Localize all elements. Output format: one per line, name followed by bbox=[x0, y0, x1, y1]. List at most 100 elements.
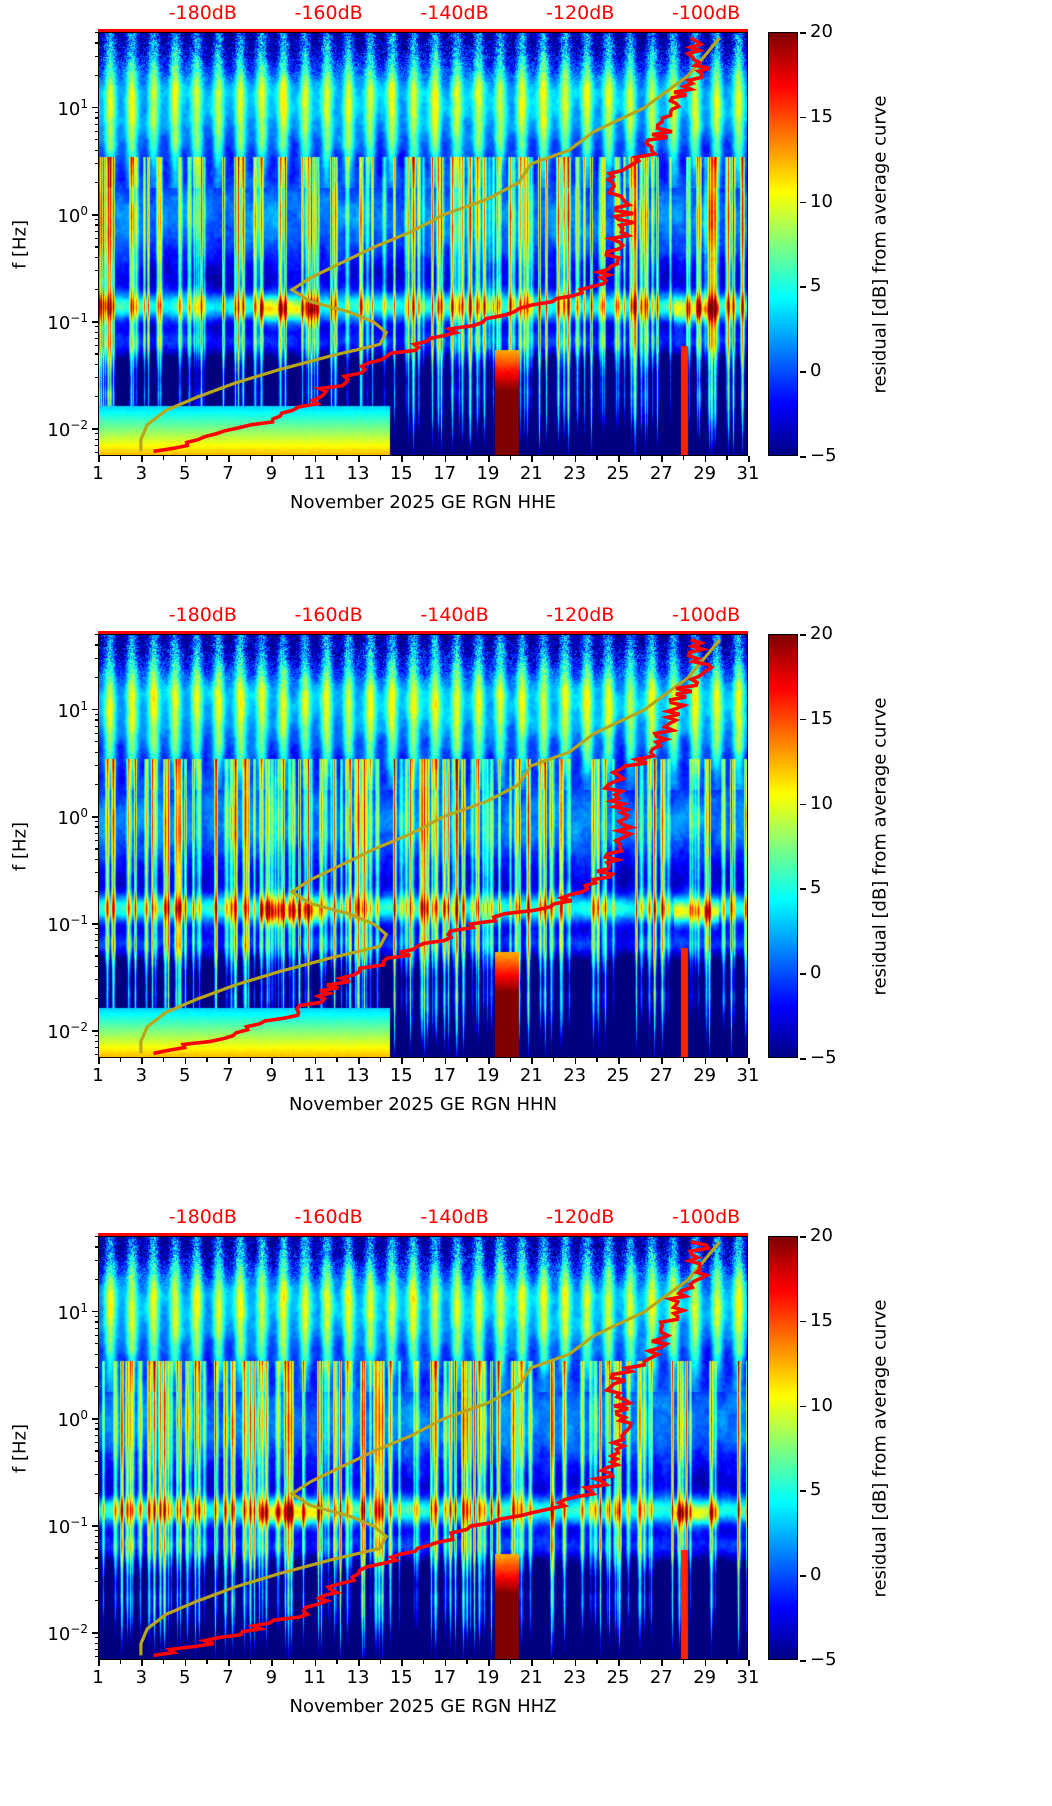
x-axis-tick bbox=[98, 456, 100, 462]
x-axis-minor-tick bbox=[423, 1660, 425, 1664]
y-axis-minor-tick bbox=[94, 939, 98, 942]
x-axis-tick bbox=[574, 1058, 577, 1064]
colorbar-label: 15 bbox=[810, 707, 833, 729]
y-axis-minor-tick bbox=[94, 452, 98, 454]
x-axis-tick bbox=[314, 1660, 317, 1666]
x-axis-tick bbox=[184, 1660, 187, 1666]
top-db-label: -160dB bbox=[294, 604, 363, 626]
colorbar-tick bbox=[800, 371, 806, 373]
colorbar-label: 10 bbox=[810, 1394, 833, 1416]
x-axis-minor-tick bbox=[336, 1660, 338, 1664]
x-axis-tick bbox=[704, 456, 707, 462]
y-axis-label: 100 bbox=[16, 804, 88, 828]
x-axis-label: 25 bbox=[606, 1065, 630, 1086]
top-db-label: -140dB bbox=[420, 2, 489, 24]
top-db-axis bbox=[98, 1233, 748, 1237]
x-axis-minor-tick bbox=[379, 1660, 382, 1664]
x-axis-tick bbox=[444, 1660, 447, 1666]
y-axis-minor-tick bbox=[94, 353, 98, 355]
x-axis-label: 29 bbox=[693, 1065, 717, 1086]
spectrogram-panel: -180dB -160dB -140dB -120dB -100dB 101 100 10−1… bbox=[0, 0, 1052, 576]
y-axis-label-mantissa: 10 bbox=[57, 808, 81, 829]
y-axis-label-exponent: −2 bbox=[70, 1622, 88, 1637]
y-axis-minor-tick bbox=[94, 634, 98, 636]
spectrogram-image bbox=[99, 33, 747, 455]
x-axis-label: 11 bbox=[303, 463, 327, 484]
x-axis-tick bbox=[358, 456, 360, 462]
colorbar-tick bbox=[800, 1660, 806, 1662]
top-db-label: -140dB bbox=[420, 1206, 489, 1228]
x-axis-tick bbox=[271, 1660, 273, 1666]
x-axis-minor-tick bbox=[293, 456, 295, 460]
psd-curve bbox=[153, 638, 715, 1056]
x-axis-label: 1 bbox=[92, 1065, 104, 1086]
y-axis-label: 10−2 bbox=[16, 1620, 88, 1644]
x-axis-label: 15 bbox=[389, 1667, 413, 1688]
x-axis-tick bbox=[748, 1058, 750, 1064]
x-axis-minor-tick bbox=[336, 1058, 338, 1062]
curve-overlay bbox=[139, 36, 721, 454]
y-axis-minor-tick bbox=[94, 1343, 98, 1345]
y-axis-minor-tick bbox=[94, 1353, 98, 1355]
x-axis-tick bbox=[488, 1660, 490, 1666]
x-axis-tick bbox=[661, 1058, 663, 1064]
colorbar-tick bbox=[800, 888, 806, 890]
y-axis-minor-tick bbox=[94, 55, 98, 58]
y-axis-tick bbox=[92, 106, 98, 109]
y-axis-title: f [Hz] bbox=[9, 821, 31, 872]
y-axis-label-mantissa: 10 bbox=[47, 313, 71, 335]
y-axis-label-mantissa: 10 bbox=[47, 1517, 71, 1539]
y-axis-minor-tick bbox=[94, 741, 98, 743]
noise-model-curve bbox=[139, 638, 721, 1054]
x-axis-tick bbox=[704, 1660, 707, 1666]
x-axis-tick bbox=[488, 1058, 490, 1064]
x-axis-tick bbox=[271, 456, 273, 462]
y-axis-minor-tick bbox=[94, 331, 98, 333]
y-axis-tick bbox=[92, 214, 98, 216]
x-axis-minor-tick bbox=[119, 1660, 122, 1664]
colorbar-label: 20 bbox=[810, 623, 833, 644]
y-axis-minor-tick bbox=[94, 657, 98, 660]
y-axis-minor-tick bbox=[94, 1441, 98, 1444]
curve-overlay bbox=[139, 1240, 721, 1658]
x-axis-label: 29 bbox=[693, 463, 717, 484]
y-axis-minor-tick bbox=[94, 1327, 98, 1329]
y-axis-minor-tick bbox=[94, 224, 98, 226]
y-axis-label-exponent: 1 bbox=[80, 698, 88, 713]
x-axis-title: November 2025 GE RGN HHN bbox=[288, 1094, 558, 1115]
x-axis-minor-tick bbox=[379, 456, 382, 460]
y-axis-minor-tick bbox=[94, 1474, 98, 1476]
y-axis-minor-tick bbox=[94, 1642, 98, 1644]
x-axis-tick bbox=[228, 456, 230, 462]
x-axis-minor-tick bbox=[119, 1058, 122, 1062]
x-axis-minor-tick bbox=[509, 1058, 512, 1062]
y-axis-label-exponent: −1 bbox=[70, 913, 88, 928]
x-axis-minor-tick bbox=[379, 1058, 382, 1062]
x-axis-minor-tick bbox=[596, 1058, 598, 1062]
x-axis-label: 5 bbox=[178, 1065, 191, 1086]
y-axis-minor-tick bbox=[94, 890, 98, 893]
y-axis-minor-tick bbox=[94, 326, 98, 328]
y-axis-label-mantissa: 10 bbox=[47, 1624, 71, 1646]
x-axis-minor-tick bbox=[249, 456, 252, 460]
y-axis-minor-tick bbox=[94, 1278, 98, 1280]
x-axis-label: 23 bbox=[563, 463, 587, 484]
y-axis-minor-tick bbox=[94, 230, 98, 232]
x-axis-label: 27 bbox=[649, 1667, 673, 1688]
x-axis-label: 11 bbox=[303, 1065, 327, 1086]
top-db-label: -120dB bbox=[546, 1206, 615, 1228]
y-axis-minor-tick bbox=[94, 218, 98, 221]
x-axis-label: 5 bbox=[178, 1667, 191, 1688]
x-axis-tick bbox=[531, 456, 533, 462]
colorbar-tick bbox=[800, 1236, 806, 1238]
y-axis-label-mantissa: 10 bbox=[47, 915, 71, 937]
x-axis-minor-tick bbox=[726, 1660, 728, 1664]
y-axis-label: 10−2 bbox=[16, 1018, 88, 1042]
y-axis-label-mantissa: 10 bbox=[57, 98, 81, 120]
x-axis-tick bbox=[531, 1660, 533, 1666]
x-axis-tick bbox=[358, 1660, 360, 1666]
x-axis-minor-tick bbox=[639, 1660, 642, 1664]
colorbar bbox=[768, 1236, 798, 1660]
colorbar-title: residual [dB] from average curve bbox=[869, 697, 891, 996]
noise-model-curve bbox=[139, 36, 721, 452]
